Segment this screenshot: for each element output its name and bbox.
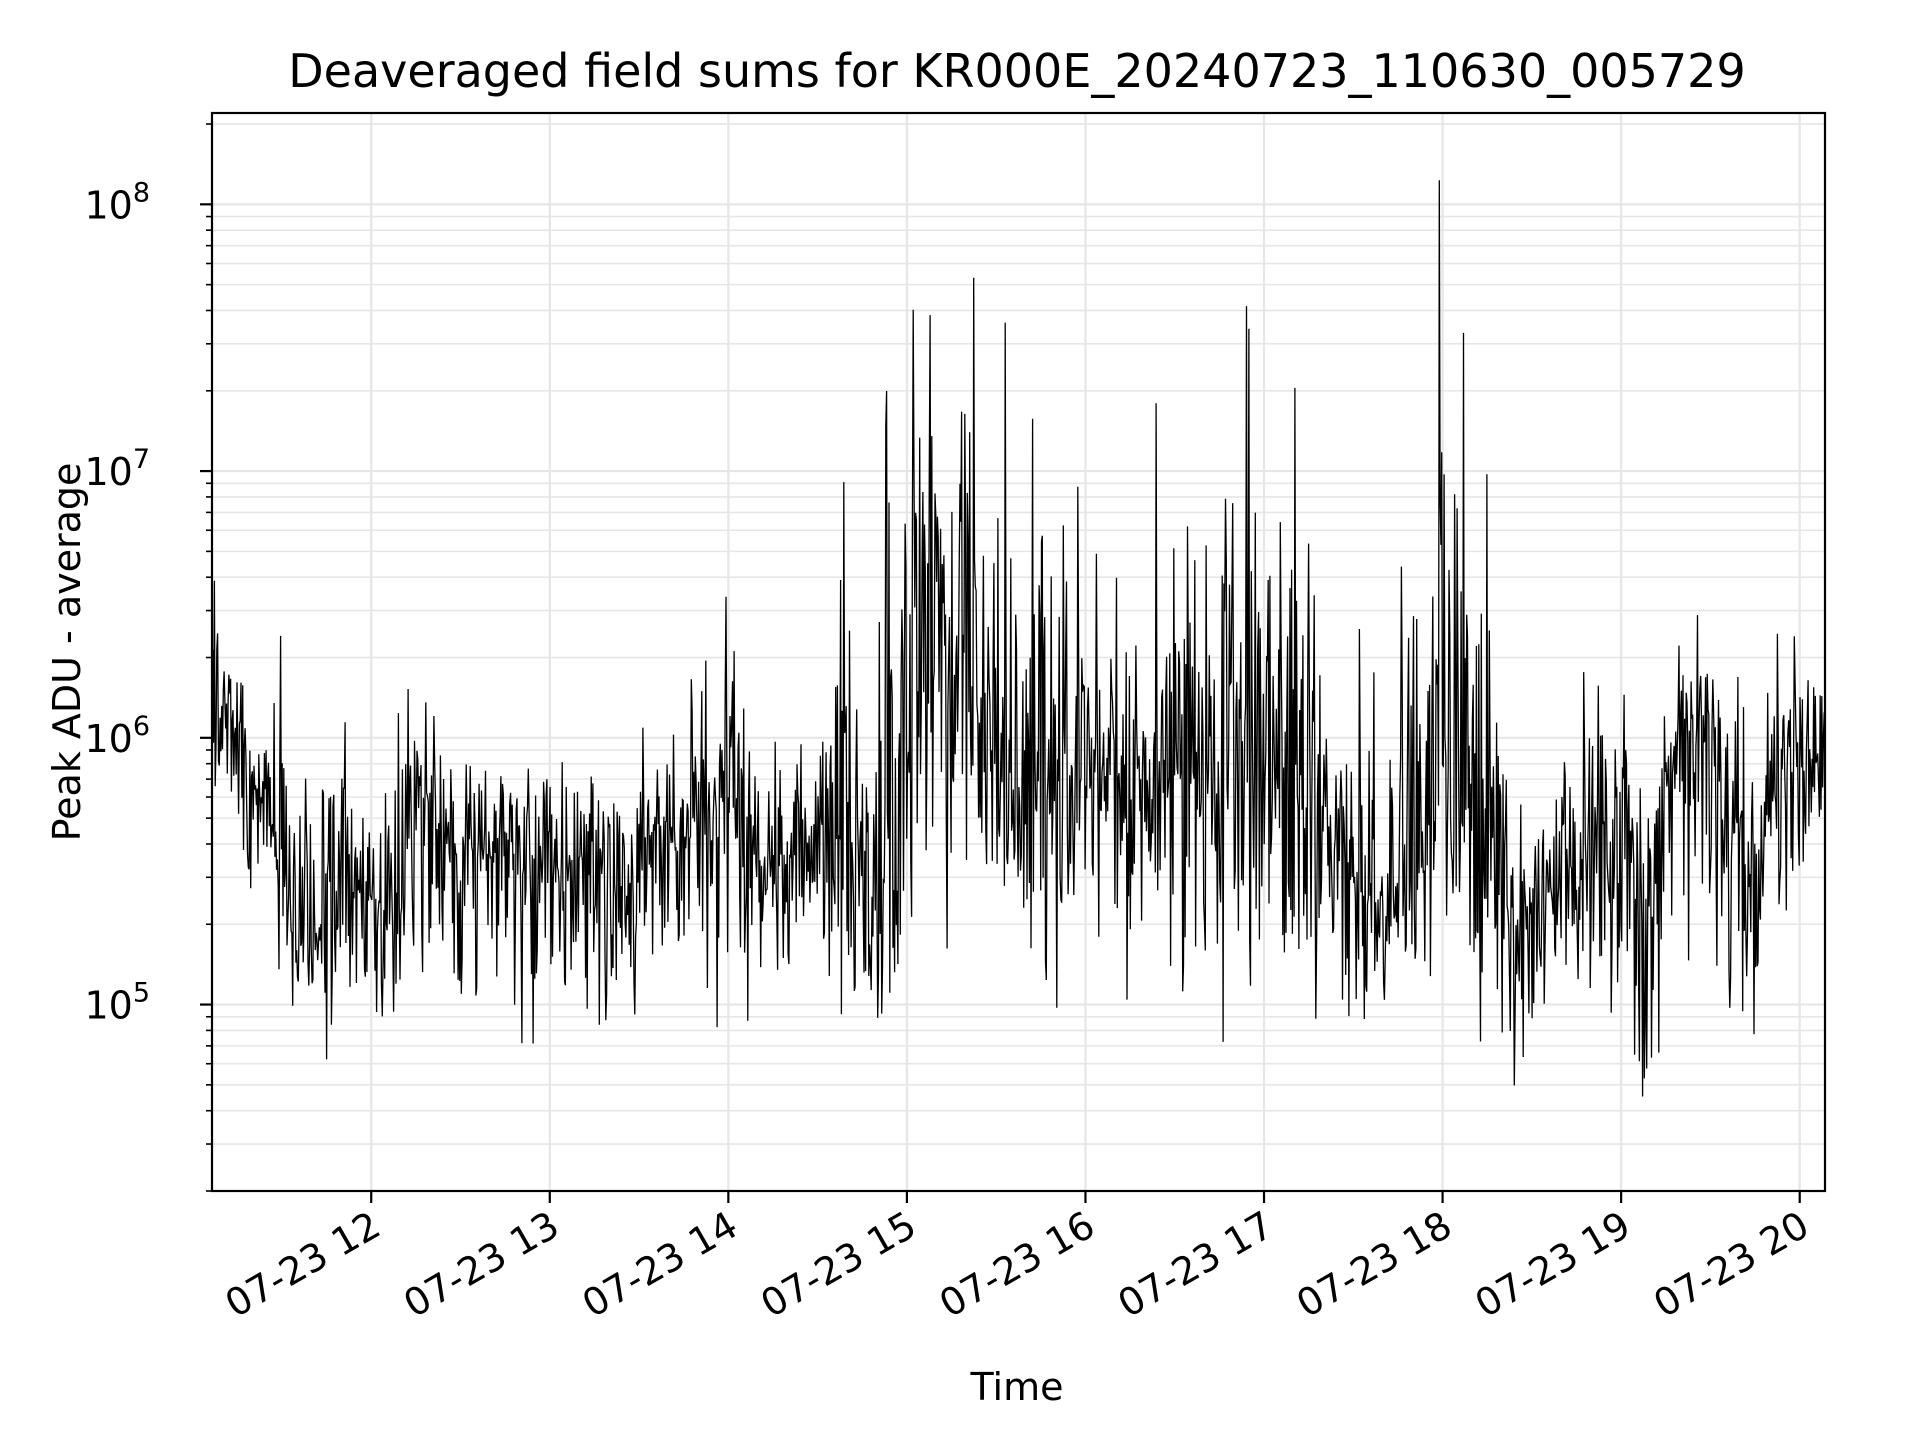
y-tick-label: 105 (84, 978, 150, 1028)
y-tick-label-exponent: 8 (133, 177, 150, 208)
y-tick-label-base: 10 (84, 717, 132, 761)
y-tick-label-exponent: 5 (133, 978, 150, 1009)
y-tick-label: 108 (84, 177, 150, 227)
y-tick-label-base: 10 (84, 984, 132, 1028)
series-layer (211, 180, 1826, 1097)
y-tick-label: 106 (84, 711, 150, 761)
chart-title: Deaveraged field sums for KR000E_2024072… (288, 44, 1745, 98)
ticks-layer (200, 123, 1801, 1203)
y-tick-label: 107 (84, 444, 150, 494)
plot-frame (210, 111, 1827, 1193)
y-tick-label-exponent: 7 (133, 444, 150, 475)
x-axis-label: Time (970, 1365, 1064, 1409)
series-line (211, 180, 1826, 1097)
y-tick-label-base: 10 (84, 183, 132, 227)
y-tick-label-base: 10 (84, 450, 132, 494)
y-axis-label: Peak ADU - average (45, 463, 89, 842)
y-tick-label-exponent: 6 (133, 711, 150, 742)
